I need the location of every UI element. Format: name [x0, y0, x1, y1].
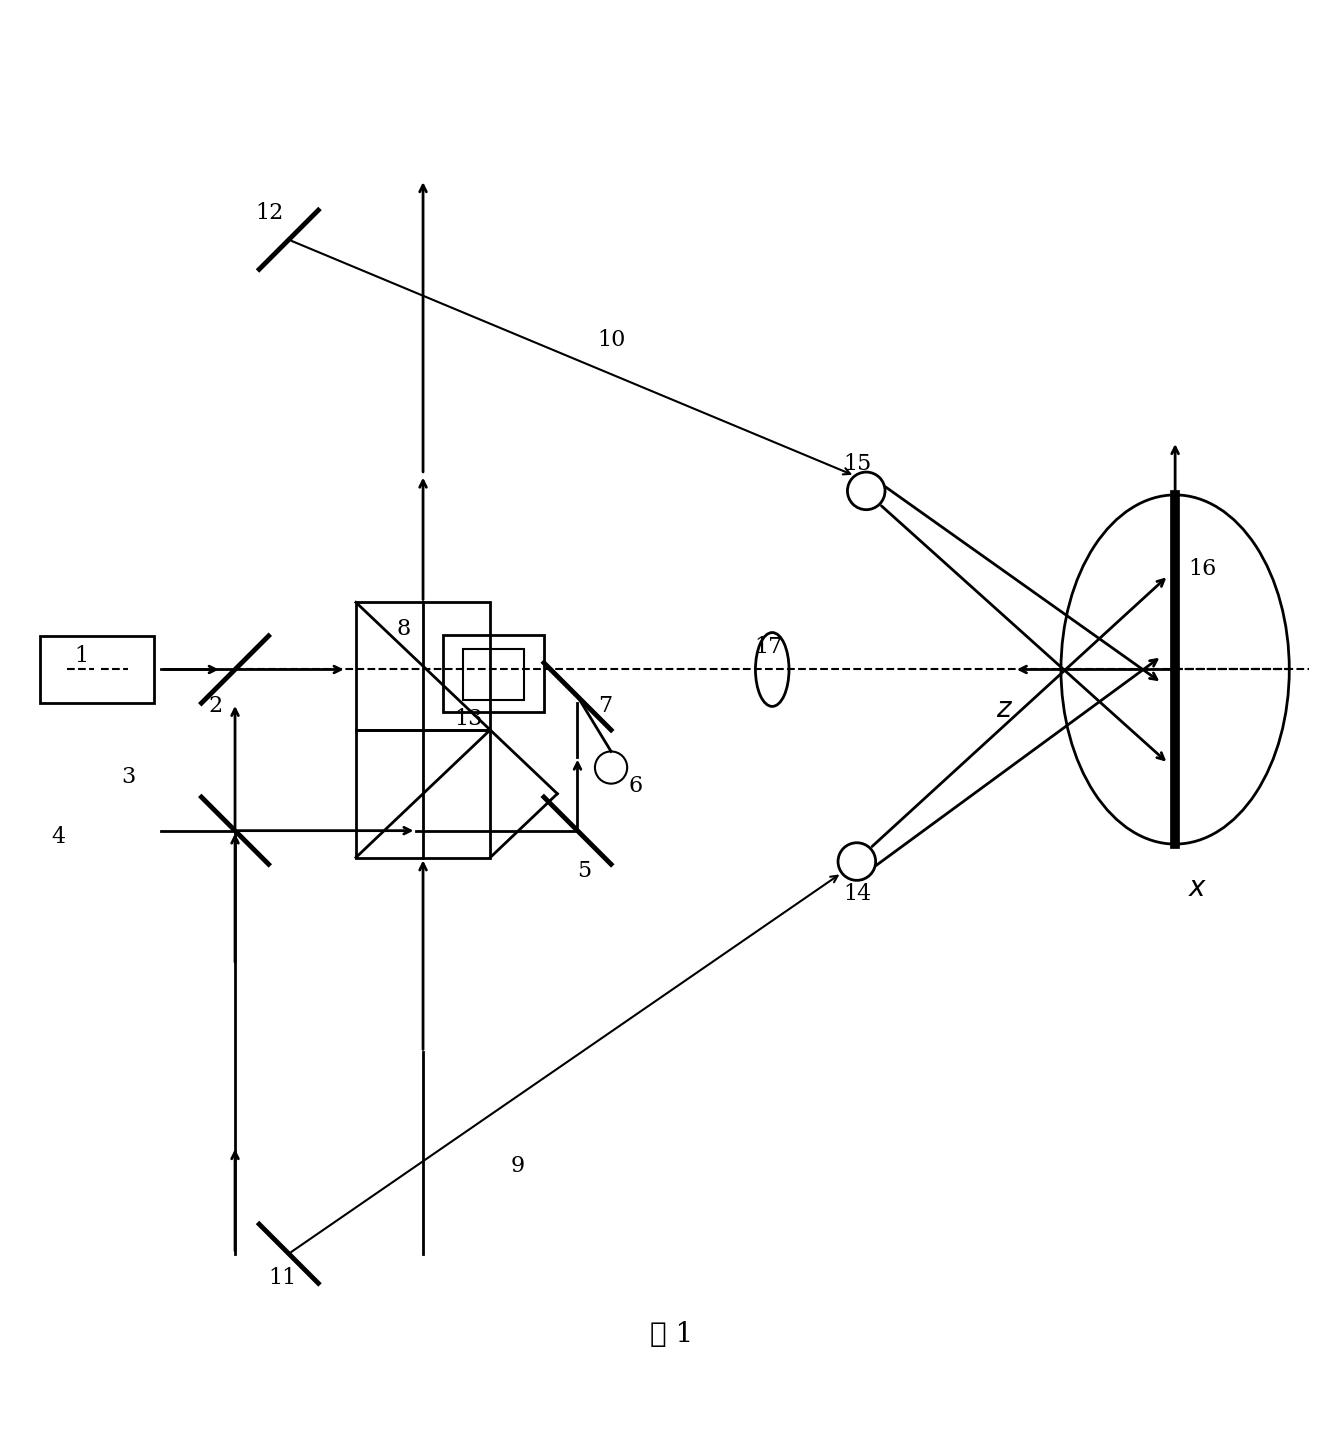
- Text: 5: 5: [577, 860, 592, 881]
- Text: 17: 17: [755, 636, 783, 658]
- Bar: [356, 602, 490, 729]
- Text: $z$: $z$: [997, 696, 1013, 724]
- Bar: [40, 636, 154, 704]
- Text: 13: 13: [454, 708, 482, 731]
- Text: 3: 3: [121, 765, 136, 788]
- Text: 14: 14: [843, 883, 872, 904]
- Text: 9: 9: [510, 1155, 525, 1178]
- Text: 11: 11: [269, 1267, 297, 1288]
- Text: 10: 10: [598, 330, 626, 351]
- Text: 8: 8: [396, 618, 411, 641]
- Bar: [356, 729, 490, 857]
- Text: 12: 12: [255, 202, 283, 224]
- Text: $x$: $x$: [1189, 876, 1207, 901]
- Text: 4: 4: [51, 827, 66, 848]
- Text: 2: 2: [208, 695, 223, 716]
- Bar: [443, 635, 544, 712]
- Text: 16: 16: [1189, 557, 1217, 580]
- Text: 15: 15: [843, 453, 872, 474]
- Text: 1: 1: [74, 645, 89, 668]
- Text: 7: 7: [598, 695, 612, 716]
- Text: 图 1: 图 1: [650, 1321, 693, 1348]
- Text: 6: 6: [629, 775, 643, 797]
- Bar: [463, 649, 524, 701]
